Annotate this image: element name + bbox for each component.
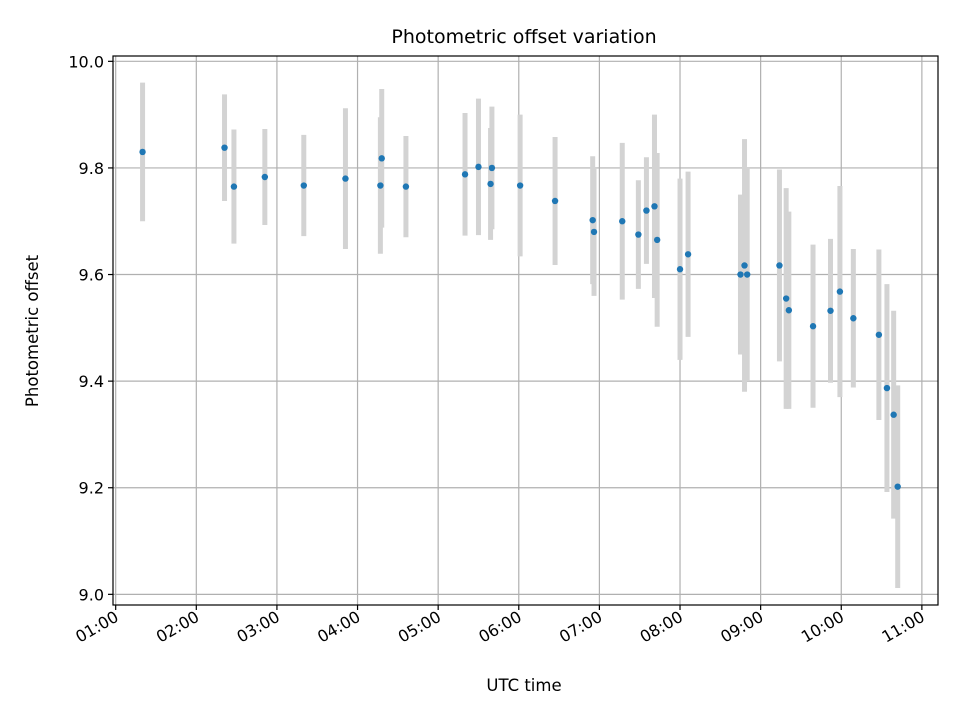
data-point — [651, 203, 658, 210]
data-point — [776, 262, 783, 269]
data-point — [475, 163, 482, 171]
data-point — [643, 207, 650, 214]
y-axis-label: Photometric offset — [23, 254, 42, 407]
x-tick-label: 04:00 — [314, 607, 363, 647]
data-point — [516, 182, 524, 189]
data-point — [551, 197, 559, 205]
x-axis-label: UTC time — [486, 676, 561, 695]
data-point — [377, 182, 384, 189]
data-point — [890, 411, 897, 418]
x-tick-label: 03:00 — [233, 607, 282, 647]
data-point — [850, 315, 857, 322]
chart-title: Photometric offset variation — [391, 26, 656, 48]
data-point — [230, 183, 238, 190]
data-point — [653, 236, 661, 244]
data-point — [261, 173, 269, 181]
data-point — [744, 271, 751, 278]
data-point — [741, 262, 748, 269]
data-point — [836, 288, 844, 295]
y-axis-ticks: 9.0 9.2 9.4 9.6 9.8 10.0 — [68, 52, 113, 604]
x-tick-label: 07:00 — [556, 607, 605, 647]
error-bars — [140, 82, 901, 588]
data-point — [590, 228, 598, 236]
data-point — [782, 295, 790, 302]
x-tick-label: 06:00 — [475, 607, 524, 647]
data-point — [883, 384, 891, 392]
y-tick-label: 9.0 — [79, 585, 104, 604]
data-point — [461, 171, 469, 178]
data-point — [221, 144, 228, 151]
data-point — [875, 331, 883, 338]
y-tick-label: 9.4 — [79, 372, 104, 391]
x-tick-label: 01:00 — [72, 607, 121, 647]
data-point — [676, 266, 684, 273]
data-point — [684, 251, 692, 258]
data-point — [894, 483, 901, 490]
x-tick-label: 10:00 — [798, 607, 847, 647]
data-point — [487, 180, 494, 188]
data-point — [785, 307, 793, 314]
data-point — [378, 155, 385, 162]
y-tick-label: 9.8 — [79, 159, 104, 178]
data-point — [300, 182, 307, 189]
data-point — [635, 231, 642, 238]
x-axis-ticks: 01:00 02:00 03:00 04:00 05:00 06:00 07:00 08:00… — [72, 605, 928, 647]
data-point — [827, 307, 834, 314]
data-point — [139, 148, 146, 156]
data-point — [809, 323, 817, 330]
data-point — [342, 175, 349, 182]
data-point — [402, 183, 410, 190]
y-tick-label: 10.0 — [68, 52, 104, 71]
x-tick-label: 09:00 — [717, 607, 766, 647]
data-points — [139, 144, 901, 490]
plot-frame — [112, 55, 939, 606]
x-tick-label: 11:00 — [878, 607, 927, 647]
x-tick-label: 05:00 — [395, 607, 444, 647]
data-point — [737, 271, 744, 278]
y-tick-label: 9.2 — [79, 479, 104, 498]
data-point — [589, 216, 596, 224]
x-tick-label: 08:00 — [637, 607, 686, 647]
data-point — [488, 164, 496, 172]
data-point — [619, 218, 626, 225]
x-tick-label: 02:00 — [153, 607, 202, 647]
y-tick-label: 9.6 — [79, 266, 104, 285]
